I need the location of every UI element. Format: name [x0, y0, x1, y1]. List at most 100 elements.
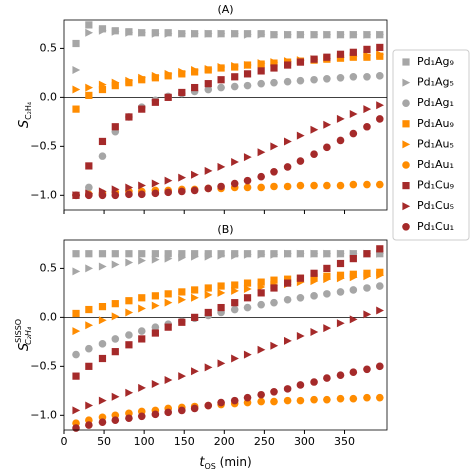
marker-square — [111, 123, 119, 131]
marker-circle — [336, 371, 345, 379]
marker-square — [125, 113, 133, 121]
marker-triangle — [336, 114, 345, 123]
marker-circle — [296, 157, 305, 165]
marker-triangle — [323, 30, 332, 39]
marker-square — [323, 264, 331, 273]
marker-circle — [375, 115, 384, 123]
marker-triangle — [363, 51, 372, 60]
marker-circle — [270, 168, 278, 176]
marker-circle — [283, 182, 292, 191]
marker-square — [349, 270, 357, 278]
marker-square — [98, 354, 107, 363]
marker-triangle — [376, 271, 384, 280]
marker-square — [111, 348, 119, 356]
marker-triangle — [310, 125, 319, 134]
marker-circle — [323, 74, 331, 83]
y-tick-label: −0.5 — [30, 359, 57, 372]
marker-triangle — [336, 274, 345, 283]
marker-triangle — [111, 392, 120, 401]
marker-circle — [72, 350, 80, 359]
marker-circle — [151, 189, 160, 198]
marker-triangle — [125, 388, 134, 397]
marker-circle — [270, 397, 278, 406]
y-tick-label: 0.0 — [40, 310, 58, 323]
marker-square — [111, 82, 119, 90]
y-axis-label-sub: C₂H₄ — [24, 102, 33, 120]
marker-triangle — [323, 120, 332, 129]
marker-circle — [375, 282, 384, 290]
marker-triangle — [151, 301, 160, 310]
marker-triangle — [217, 162, 226, 171]
marker-triangle — [151, 379, 160, 388]
marker-circle — [323, 374, 331, 382]
y-tick-label: −1.0 — [30, 188, 57, 201]
marker-circle — [336, 181, 345, 190]
y-axis-label-sup: SISSO — [14, 319, 23, 343]
marker-triangle — [98, 316, 107, 325]
y-tick-label: 0.5 — [40, 41, 58, 54]
marker-triangle — [270, 341, 279, 350]
marker-square — [243, 294, 252, 302]
marker-square — [85, 305, 93, 314]
legend-label: Pd₁Au₁ — [417, 158, 454, 171]
marker-triangle — [257, 345, 266, 354]
marker-triangle — [164, 69, 173, 78]
marker-square — [178, 288, 186, 296]
marker-circle — [72, 191, 80, 200]
marker-square — [138, 250, 146, 258]
marker-square — [151, 292, 159, 300]
marker-triangle — [376, 30, 384, 39]
marker-square — [151, 250, 159, 258]
marker-triangle — [363, 310, 372, 319]
marker-triangle — [138, 73, 146, 82]
marker-square — [270, 64, 278, 72]
marker-triangle — [138, 304, 146, 313]
marker-triangle — [85, 83, 94, 92]
marker-triangle — [138, 28, 146, 37]
marker-triangle — [296, 30, 305, 39]
y-tick-label: 0.0 — [40, 90, 58, 103]
marker-circle — [257, 183, 265, 192]
marker-triangle — [138, 256, 146, 265]
marker-circle — [204, 85, 213, 94]
marker-triangle — [323, 324, 332, 333]
x-tick-label: 100 — [134, 435, 155, 448]
marker-square — [284, 61, 292, 69]
marker-triangle — [363, 272, 372, 281]
marker-triangle — [270, 58, 279, 67]
marker-circle — [190, 404, 199, 413]
marker-square — [363, 250, 371, 258]
marker-circle — [375, 362, 384, 371]
panel-title: (B) — [217, 223, 233, 236]
marker-circle — [243, 393, 252, 402]
marker-triangle — [164, 376, 173, 385]
marker-square — [310, 55, 318, 63]
marker-triangle — [296, 331, 305, 340]
marker-triangle — [231, 354, 239, 363]
marker-square — [349, 48, 357, 56]
marker-triangle — [111, 185, 120, 194]
marker-circle — [363, 365, 371, 374]
marker-triangle — [178, 173, 187, 182]
marker-square — [217, 303, 225, 312]
marker-circle — [243, 183, 252, 192]
marker-triangle — [111, 27, 120, 36]
marker-circle — [310, 395, 318, 404]
marker-triangle — [349, 273, 358, 282]
marker-triangle — [72, 65, 81, 74]
marker-square — [85, 21, 93, 29]
marker-circle — [349, 394, 358, 403]
marker-triangle — [349, 30, 358, 39]
marker-triangle — [178, 372, 187, 381]
marker-square — [204, 284, 212, 292]
legend-label: Pd₁Cu₁ — [417, 220, 454, 233]
marker-square — [98, 85, 107, 94]
marker-square — [284, 279, 292, 287]
marker-square — [72, 250, 80, 258]
marker-square — [376, 268, 384, 276]
marker-square — [284, 275, 292, 283]
marker-triangle — [217, 288, 226, 297]
x-tick-label: 250 — [254, 435, 275, 448]
marker-circle — [85, 183, 93, 192]
marker-triangle — [191, 252, 199, 261]
